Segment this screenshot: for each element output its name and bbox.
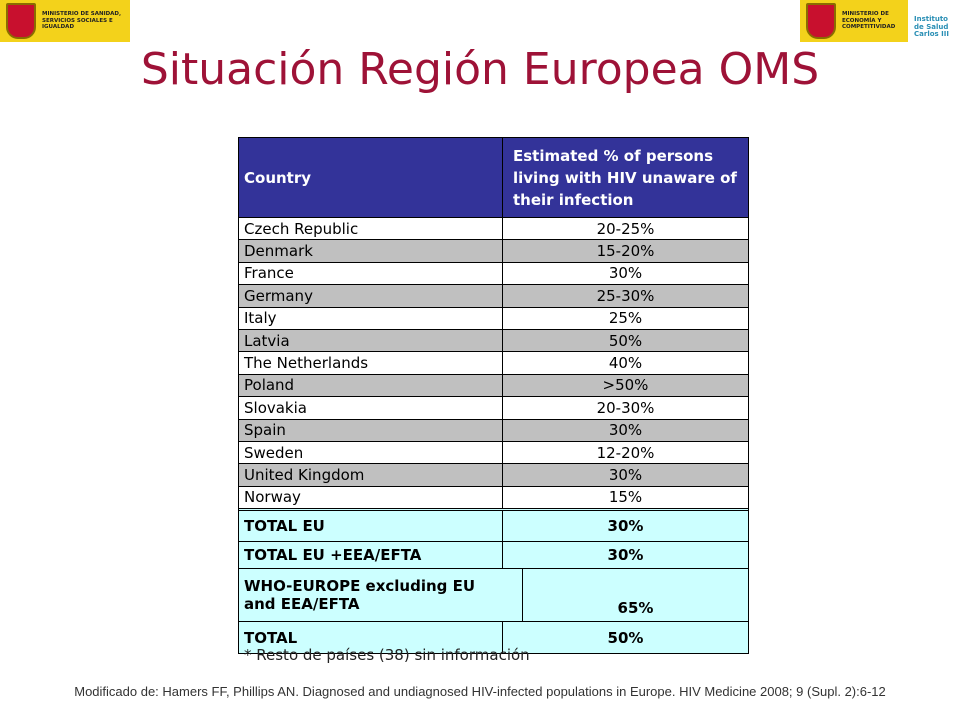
total-row: TOTAL 50% <box>239 621 748 654</box>
total-value: 30% <box>607 546 644 565</box>
country-cell: Spain <box>239 419 503 441</box>
total-row: WHO-EUROPE excluding EU and EEA/EFTA 65% <box>239 568 748 622</box>
title: Situación Región Europea OMS <box>140 44 820 95</box>
value-cell: 40% <box>608 354 643 373</box>
total-value: 50% <box>607 628 644 647</box>
source: Modificado de: Hamers FF, Phillips AN. D… <box>74 684 886 699</box>
country-cell: Italy <box>239 307 503 329</box>
country-cell: United Kingdom <box>239 464 503 486</box>
emblem <box>806 3 836 39</box>
logo-left: MINISTERIO DE SANIDAD, SERVICIOS SOCIALE… <box>0 0 130 42</box>
country-cell: France <box>239 262 503 285</box>
total-label: TOTAL EU +EEA/EFTA <box>239 542 503 569</box>
table-row: Italy 25% <box>239 306 748 329</box>
total-label: TOTAL <box>239 622 503 654</box>
total-value: 65% <box>617 599 654 618</box>
total-row: TOTAL EU +EEA/EFTA 30% <box>239 541 748 569</box>
table-row: Denmark 15-20% <box>239 239 748 262</box>
total-label: TOTAL EU <box>239 511 503 542</box>
total-label: WHO-EUROPE excluding EU and EEA/EFTA <box>239 569 523 622</box>
table: Country Estimated % of persons living wit… <box>238 137 749 655</box>
emblem <box>6 3 36 39</box>
table-row: Spain 30% <box>239 418 748 441</box>
country-cell: Slovakia <box>239 397 503 419</box>
table-row: France 30% <box>239 261 748 285</box>
header-row: Country Estimated % of persons living wit… <box>239 138 748 217</box>
country-cell: Czech Republic <box>239 218 503 240</box>
table-row: Norway 15% <box>239 485 748 509</box>
value-cell: >50% <box>602 376 649 395</box>
country-cell: Sweden <box>239 441 503 464</box>
table-row: Czech Republic 20-25% <box>239 217 748 240</box>
country-cell: Denmark <box>239 240 503 262</box>
value-cell: 15% <box>608 488 643 507</box>
value-cell: 25% <box>608 309 643 328</box>
value-cell: 12-20% <box>596 443 655 462</box>
value-cell: 20-25% <box>596 219 655 238</box>
country-cell: Germany <box>239 285 503 307</box>
table-row: Latvia 50% <box>239 328 748 352</box>
value-cell: 15-20% <box>596 242 655 261</box>
value-cell: 20-30% <box>596 398 655 417</box>
table-row: Germany 25-30% <box>239 284 748 307</box>
table-row: Poland >50% <box>239 373 748 397</box>
country-cell: Latvia <box>239 329 503 352</box>
logo-text: MINISTERIO DE ECONOMÍA Y COMPETITIVIDAD <box>842 11 896 31</box>
country-cell: Norway <box>239 486 503 509</box>
total-row: TOTAL EU 30% <box>239 508 748 542</box>
table-row: The Netherlands 40% <box>239 351 748 374</box>
value-cell: 30% <box>608 264 643 283</box>
footnote: * Resto de países (38) sin información <box>244 646 530 664</box>
value-cell: 30% <box>608 465 643 484</box>
table-row: United Kingdom 30% <box>239 463 748 486</box>
table-row: Slovakia 20-30% <box>239 396 748 419</box>
logo-text: MINISTERIO DE SANIDAD, SERVICIOS SOCIALE… <box>42 11 122 31</box>
value-cell: 50% <box>608 331 643 350</box>
country-cell: The Netherlands <box>239 352 503 374</box>
header-cell: Country <box>239 138 503 217</box>
logo-right: MINISTERIO DE ECONOMÍA Y COMPETITIVIDAD <box>800 0 908 42</box>
header-cell: Estimated % of persons living with HIV u… <box>513 146 737 209</box>
table-row: Sweden 12-20% <box>239 440 748 464</box>
country-cell: Poland <box>239 374 503 397</box>
institute-logo: Instituto de Salud Carlos III <box>914 15 949 39</box>
value-cell: 25-30% <box>596 286 655 305</box>
total-value: 30% <box>607 517 644 536</box>
value-cell: 30% <box>608 421 643 440</box>
